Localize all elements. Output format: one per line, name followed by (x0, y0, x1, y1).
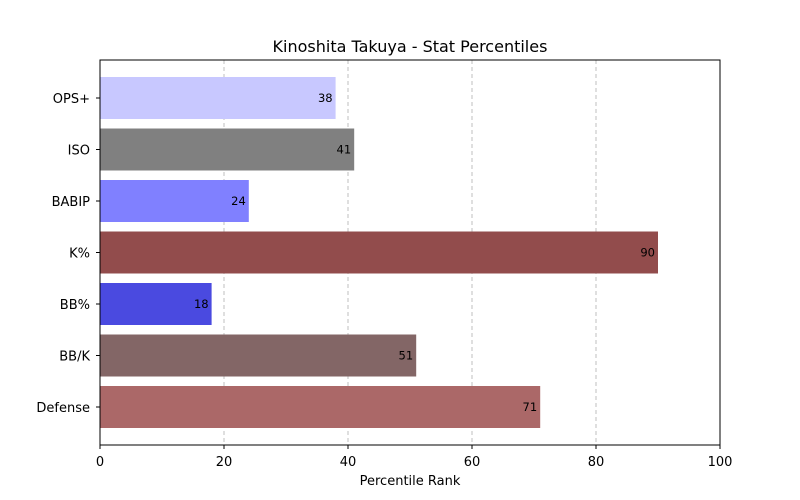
y-tick-label: OPS+ (53, 92, 90, 107)
x-axis-label: Percentile Rank (360, 474, 461, 489)
data-label: 38 (318, 91, 333, 105)
data-label: 41 (337, 143, 352, 157)
bar (100, 128, 355, 171)
bar (100, 77, 336, 119)
x-axis-ticks: 0 20 40 60 80 100 (96, 445, 733, 470)
x-tick-label: 0 (96, 455, 104, 470)
y-tick-label: BB% (60, 298, 90, 313)
y-axis-ticks: OPS+ ISO BABIP K% BB% BB/K Defense (36, 92, 100, 416)
x-tick-label: 80 (588, 455, 605, 470)
bar (100, 386, 541, 428)
x-tick-label: 20 (216, 455, 233, 470)
data-label: 51 (399, 349, 414, 363)
bar (100, 180, 249, 222)
bar (100, 283, 212, 325)
y-tick-label: Defense (36, 401, 90, 416)
data-label: 71 (523, 400, 538, 414)
chart-title: Kinoshita Takuya - Stat Percentiles (273, 37, 548, 56)
bar (100, 231, 658, 274)
bar (100, 334, 417, 377)
bars (100, 77, 658, 428)
data-label: 24 (231, 194, 246, 208)
x-tick-label: 40 (340, 455, 357, 470)
y-tick-label: BB/K (59, 350, 90, 365)
data-label: 90 (640, 246, 655, 260)
y-tick-label: ISO (68, 144, 90, 159)
y-tick-label: BABIP (52, 195, 91, 210)
data-label: 18 (194, 297, 209, 311)
x-tick-label: 100 (708, 455, 733, 470)
data-labels: 38 41 24 90 18 51 71 (194, 91, 655, 414)
y-tick-label: K% (69, 247, 90, 262)
x-tick-label: 60 (464, 455, 481, 470)
